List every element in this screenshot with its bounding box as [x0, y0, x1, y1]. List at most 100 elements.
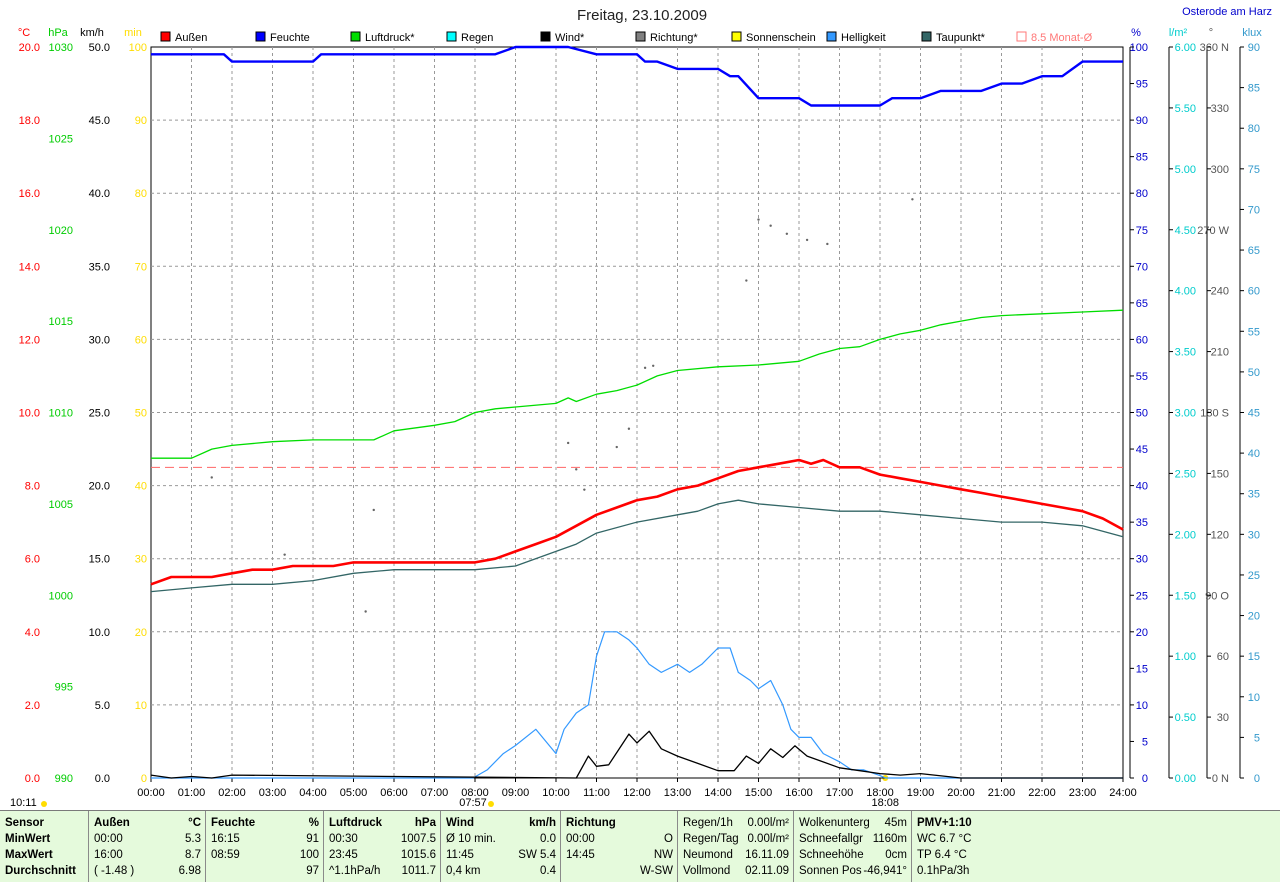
lux-tick-label: 15 — [1248, 651, 1260, 663]
temp-tick-label: 6.0 — [25, 554, 40, 566]
legend-swatch — [1016, 31, 1027, 42]
x-tick-label: 22:00 — [1028, 787, 1056, 799]
legend-label: Sonnenschein — [746, 32, 816, 44]
lux-tick-label: 45 — [1248, 408, 1260, 420]
feuchte-min-time: 16:15 — [211, 833, 240, 845]
direction-tick-label: 270 W — [1197, 225, 1229, 237]
rain-tick-label: 2.50 — [1175, 468, 1196, 480]
pressure-tick-label: 1020 — [49, 225, 73, 237]
sun-marker-label: 18:08 — [871, 797, 899, 809]
luftdruck-unit: hPa — [414, 817, 436, 829]
direction-tick-label: 240 — [1211, 286, 1229, 298]
wind-avg-value: 0.4 — [540, 865, 556, 877]
lux-tick-label: 30 — [1248, 529, 1260, 541]
richtung-point — [785, 232, 789, 236]
luftdruck-min-value: 1007.5 — [400, 833, 436, 845]
x-tick-label: 04:00 — [299, 787, 327, 799]
humidity-tick-label: 25 — [1136, 590, 1148, 602]
sensor-row-avg: Durchschnitt — [5, 865, 76, 877]
richtung-point — [652, 364, 655, 367]
richtung-point — [911, 198, 914, 201]
regen-1h-label: Regen/1h — [683, 817, 733, 829]
rain-tick-label: 4.00 — [1175, 286, 1196, 298]
aussen-unit: °C — [188, 817, 201, 829]
x-tick-label: 03:00 — [259, 787, 287, 799]
sun-tick-label: 90 — [135, 115, 147, 127]
rain-tick-label: 0.00 — [1175, 773, 1196, 785]
direction-tick-label: 360 N — [1200, 42, 1229, 54]
temp-axis-unit: °C — [18, 27, 30, 39]
schneefallgr-value: 1160m — [872, 833, 907, 845]
wind-tick-label: 25.0 — [89, 408, 110, 420]
x-tick-label: 13:00 — [664, 787, 692, 799]
rain-tick-label: 4.50 — [1175, 225, 1196, 237]
temp-tick-label: 2.0 — [25, 700, 40, 712]
rain-tick-label: 6.00 — [1175, 42, 1196, 54]
lux-tick-label: 55 — [1248, 326, 1260, 338]
x-tick-label: 15:00 — [745, 787, 773, 799]
schneehoehe-label: Schneehöhe — [799, 849, 864, 861]
lux-tick-label: 80 — [1248, 123, 1260, 135]
sun-marker-dot — [41, 801, 47, 807]
richtung-point — [615, 445, 618, 449]
sun-marker-dot — [487, 801, 494, 807]
humidity-tick-label: 5 — [1142, 736, 1148, 748]
x-tick-label: 10:00 — [542, 787, 570, 799]
rain-tick-label: 3.50 — [1175, 347, 1196, 359]
x-tick-label: 23:00 — [1069, 787, 1097, 799]
lux-tick-label: 20 — [1248, 611, 1260, 623]
richtung-point — [757, 218, 760, 221]
series-line-luftdruck — [151, 309, 1124, 459]
luftdruck-title: Luftdruck — [329, 817, 383, 829]
humidity-tick-label: 100 — [1130, 42, 1148, 54]
wind-axis-unit: km/h — [80, 27, 104, 39]
legend-swatch — [635, 31, 646, 42]
humidity-tick-label: 20 — [1136, 627, 1148, 639]
wind-tick-label: 45.0 — [89, 115, 110, 127]
richtung-min-time: 00:00 — [566, 833, 595, 845]
legend-label: Luftdruck* — [365, 32, 415, 44]
rain-tick-label: 1.00 — [1175, 651, 1196, 663]
humidity-tick-label: 55 — [1136, 371, 1148, 383]
regen-tag-label: Regen/Tag — [683, 833, 739, 845]
wind-max-time: 11:45 — [446, 849, 474, 861]
schneehoehe-value: 0cm — [885, 849, 907, 861]
humidity-tick-label: 50 — [1136, 408, 1148, 420]
lux-tick-label: 25 — [1248, 570, 1260, 582]
sun-tick-label: 30 — [135, 554, 147, 566]
temp-tick-label: 0.0 — [25, 773, 40, 785]
series-line-wind — [150, 730, 1123, 779]
sun-tick-label: 20 — [135, 627, 147, 639]
legend-swatch — [826, 31, 837, 42]
x-tick-label: 11:00 — [583, 787, 610, 799]
pmv-pressure-trend: 0.1hPa/3h — [917, 865, 970, 877]
wind-tick-label: 50.0 — [89, 42, 110, 54]
x-tick-label: 19:00 — [907, 787, 935, 799]
schneefallgr-label: Schneefallgr — [799, 833, 863, 845]
wind-tick-label: 15.0 — [89, 554, 110, 566]
pmv-title: PMV+1:10 — [917, 817, 972, 829]
wolkenunterg-label: Wolkenunterg — [799, 817, 870, 829]
richtung-point — [643, 366, 647, 370]
lux-tick-label: 85 — [1248, 83, 1260, 95]
sensor-column: Sensor MinWert MaxWert Durchschnitt — [0, 811, 88, 882]
lux-tick-label: 50 — [1248, 367, 1260, 379]
pressure-tick-label: 1010 — [49, 408, 73, 420]
humidity-axis-unit: % — [1131, 27, 1141, 39]
legend-label: Regen — [461, 32, 493, 44]
richtung-point — [575, 468, 578, 471]
sun-tick-label: 80 — [135, 188, 147, 200]
grid — [150, 46, 1124, 779]
sun-tick-label: 70 — [135, 261, 147, 273]
humidity-tick-label: 0 — [1142, 773, 1148, 785]
richtung-point — [210, 476, 213, 479]
series-line-feuchte — [151, 45, 1123, 107]
sun-axis-unit: min — [124, 27, 142, 39]
temp-tick-label: 18.0 — [19, 115, 40, 127]
legend-swatch — [921, 31, 932, 42]
legend-label: Taupunkt* — [936, 32, 986, 44]
lux-tick-label: 65 — [1248, 245, 1260, 257]
vollmond-value: 02.11.09 — [745, 865, 789, 877]
wind-unit: km/h — [529, 817, 556, 829]
sun-tick-label: 10 — [135, 700, 147, 712]
